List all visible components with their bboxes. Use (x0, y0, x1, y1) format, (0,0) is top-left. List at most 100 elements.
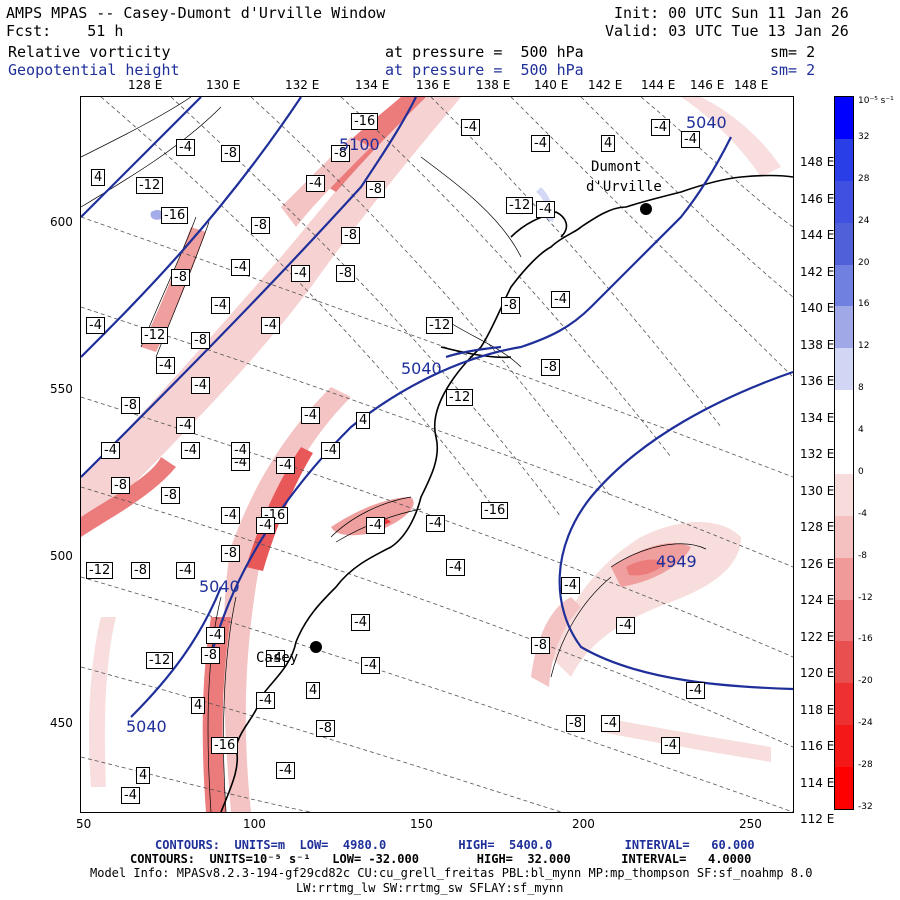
right-latitude-label: 130 E (800, 483, 835, 498)
left-axis-label: 500 (50, 549, 73, 563)
map-panel[interactable]: -4 -8 -16 -8 -4 -4 4 -4 -4 4 -12 -16 -4 -8 -12 -4 -8 -8 -4… (80, 96, 794, 813)
field2-smoothing: sm= 2 (770, 61, 816, 79)
right-latitude-label: 138 E (800, 337, 835, 352)
right-latitude-label: 128 E (800, 520, 835, 534)
colorbar-label: 32 (858, 131, 870, 142)
right-latitude-label: 112 E (800, 812, 835, 826)
colorbar-band (835, 767, 853, 809)
vorticity-value-label: -16 (161, 207, 189, 224)
top-longitude-label: 146 E (690, 78, 725, 92)
vorticity-value-label: -4 (176, 417, 195, 434)
coastline (220, 174, 793, 812)
right-latitude-label: 134 E (800, 410, 835, 425)
bottom-axis-label: 150 (410, 817, 433, 831)
vorticity-value-label: 4 (191, 697, 206, 714)
vorticity-value-label: -4 (181, 442, 200, 459)
colorbar-label: 0 (858, 466, 864, 477)
vorticity-value-label: -12 (446, 389, 474, 406)
valid-time: Valid: 03 UTC Tue 13 Jan 26 (605, 22, 849, 40)
colorbar-band (835, 97, 853, 139)
colorbar-label: 28 (858, 173, 870, 184)
place-label-durville: d'Urville (586, 179, 662, 195)
dumont-durville-marker (640, 203, 652, 215)
vorticity-value-label: -8 (171, 269, 190, 286)
vorticity-value-label: -4 (156, 357, 175, 374)
height-contour-label: 5040 (686, 113, 727, 132)
top-longitude-label: 142 E (588, 78, 623, 92)
height-contour-info: CONTOURS: UNITS=m LOW= 4980.0 HIGH= 5400… (155, 838, 755, 852)
vorticity-value-label: -8 (566, 715, 585, 732)
vorticity-value-label: -4 (191, 377, 210, 394)
casey-station-marker (310, 641, 322, 653)
colorbar-band (835, 348, 853, 391)
colorbar-band (835, 641, 853, 684)
colorbar-band (835, 683, 853, 726)
colorbar-unit: 10⁻⁵ s⁻¹ (858, 96, 894, 106)
vorticity-value-label: -4 (176, 139, 195, 156)
forecast-hour: Fcst: 51 h (6, 22, 124, 40)
colorbar-label: -24 (858, 718, 873, 729)
field1-name: Relative vorticity (8, 43, 171, 61)
bottom-axis-label: 200 (572, 817, 595, 831)
colorbar-band (835, 725, 853, 768)
vorticity-value-label: -4 (221, 507, 240, 524)
field2-name: Geopotential height (8, 61, 180, 79)
vorticity-value-label: -8 (111, 477, 130, 494)
vorticity-value-label: -4 (361, 657, 380, 674)
top-longitude-label: 148 E (734, 78, 769, 92)
vorticity-value-label: -8 (336, 265, 355, 282)
field1-level: at pressure = 500 hPa (385, 43, 584, 61)
geopotential-contours (81, 97, 793, 718)
colorbar-band (835, 138, 853, 181)
vorticity-contours (81, 97, 707, 812)
vorticity-value-label: -4 (461, 119, 480, 136)
vorticity-value-label: -12 (426, 317, 454, 334)
vorticity-value-label: -4 (661, 737, 680, 754)
vorticity-value-label: -4 (206, 627, 225, 644)
colorbar-band (835, 599, 853, 642)
vorticity-value-label: -4 (101, 442, 120, 459)
colorbar-label: 12 (858, 341, 870, 352)
vorticity-value-label: -4 (291, 265, 310, 282)
vorticity-value-label: -8 (131, 562, 150, 579)
vorticity-value-label: -4 (276, 457, 295, 474)
right-latitude-label: 136 E (800, 374, 835, 388)
colorbar-label: -4 (858, 508, 867, 519)
vorticity-value-label: -8 (366, 181, 385, 198)
vorticity-value-label: -4 (616, 617, 635, 634)
vorticity-value-label: -16 (481, 502, 509, 519)
vorticity-value-label: -4 (551, 291, 570, 308)
place-label-dumont: Dumont (591, 159, 642, 175)
vorticity-value-label: -8 (316, 720, 335, 737)
vorticity-value-label: -4 (681, 131, 700, 148)
init-time: Init: 00 UTC Sun 11 Jan 26 (614, 4, 849, 22)
vorticity-value-label: -12 (136, 177, 164, 194)
vorticity-value-label: -8 (201, 647, 220, 664)
vorticity-value-label: -8 (341, 227, 360, 244)
vorticity-value-label: -12 (146, 652, 174, 669)
colorbar-band (835, 390, 853, 433)
vorticity-value-label: -4 (366, 517, 385, 534)
vorticity-value-label: -16 (211, 737, 239, 754)
model-info-physics: LW:rrtmg_lw SW:rrtmg_sw SFLAY:sf_mynn (296, 881, 564, 895)
field1-smoothing: sm= 2 (770, 43, 816, 61)
vorticity-value-label: -4 (86, 317, 105, 334)
top-longitude-label: 132 E (285, 78, 320, 92)
colorbar-band (835, 264, 853, 307)
colorbar-label: 20 (858, 257, 870, 268)
vorticity-value-label: -4 (561, 577, 580, 594)
vorticity-value-label: -8 (121, 397, 140, 414)
vorticity-value-label: -4 (531, 135, 550, 152)
vorticity-value-label: -4 (536, 201, 555, 218)
map-title: AMPS MPAS -- Casey-Dumont d'Urville Wind… (6, 4, 386, 22)
vorticity-value-label: -4 (446, 559, 465, 576)
vorticity-value-label: -4 (426, 515, 445, 532)
vorticity-value-label: -8 (331, 145, 350, 162)
vorticity-value-label: -4 (321, 442, 340, 459)
colorbar-label: -8 (858, 550, 867, 561)
vorticity-value-label: -4 (256, 517, 275, 534)
top-longitude-label: 134 E (355, 78, 390, 92)
vorticity-value-label: -4 (266, 650, 285, 667)
vorticity-value-label: 4 (306, 682, 321, 699)
colorbar-label: 8 (858, 383, 864, 394)
